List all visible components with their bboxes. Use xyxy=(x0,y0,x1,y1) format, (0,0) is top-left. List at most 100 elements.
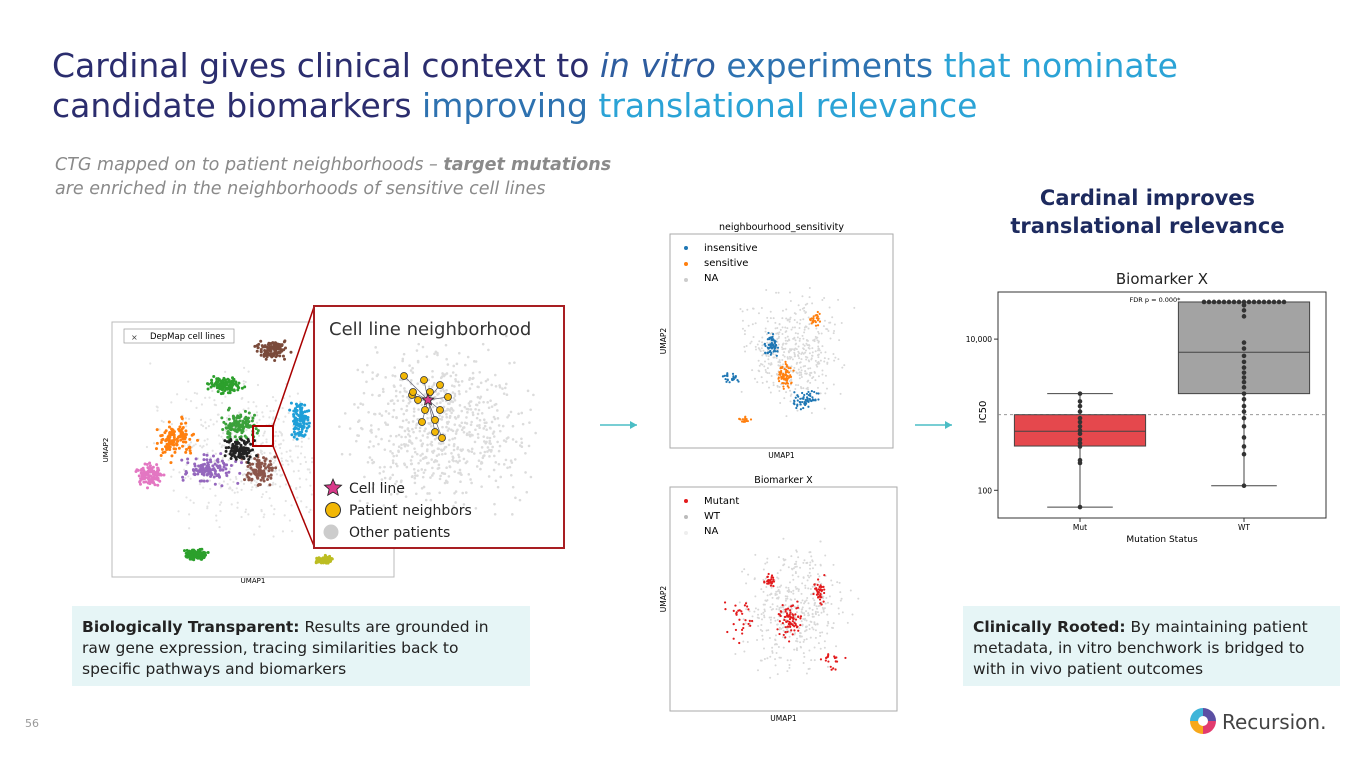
scatter-dot xyxy=(506,466,509,470)
scatter-dot xyxy=(793,351,796,354)
scatter-dot xyxy=(284,415,287,418)
scatter-dot xyxy=(247,458,251,462)
scatter-dot xyxy=(458,468,462,472)
scatter-dot xyxy=(220,484,224,488)
scatter-dot xyxy=(788,380,791,383)
scatter-dot xyxy=(510,461,514,464)
scatter-dot xyxy=(242,380,245,383)
scatter-dot xyxy=(233,435,237,439)
scatter-dot xyxy=(218,385,222,389)
scatter-dot xyxy=(759,350,762,353)
scatter-dot xyxy=(744,350,747,353)
left-callout: Biologically Transparent: Results are gr… xyxy=(72,606,530,686)
scatter-dot xyxy=(756,343,759,346)
scatter-dot xyxy=(805,672,808,675)
scatter-dot xyxy=(784,373,787,376)
scatter-dot xyxy=(819,658,823,661)
scatter-dot xyxy=(782,646,785,649)
scatter-dot xyxy=(739,418,742,421)
scatter-dot xyxy=(212,374,216,378)
scatter-cloud xyxy=(253,339,293,362)
scatter-dot xyxy=(356,406,360,409)
scatter-dot xyxy=(439,389,443,393)
scatter-dot xyxy=(448,465,452,469)
scatter-dot xyxy=(776,628,779,631)
scatter-dot xyxy=(823,297,826,300)
scatter-dot xyxy=(777,291,780,294)
scatter-dot xyxy=(185,448,189,452)
scatter-dot xyxy=(776,618,779,621)
scatter-dot xyxy=(776,384,779,387)
scatter-dot xyxy=(451,400,455,404)
scatter-dot xyxy=(782,608,785,611)
scatter-dot xyxy=(453,436,457,440)
scatter-dot xyxy=(235,383,239,387)
scatter-dot xyxy=(429,476,432,479)
scatter-dot xyxy=(775,590,778,593)
scatter-dot xyxy=(149,478,153,482)
scatter-dot xyxy=(381,387,385,391)
scatter-dot xyxy=(826,328,829,331)
scatter-dot xyxy=(452,459,455,463)
scatter-dot xyxy=(257,469,261,473)
scatter-dot xyxy=(136,468,140,472)
scatter-dot xyxy=(282,439,285,442)
scatter-dot xyxy=(478,371,482,374)
scatter-dot xyxy=(760,588,763,591)
scatter-dot xyxy=(247,468,250,471)
scatter-dot xyxy=(442,405,446,409)
scatter-dot xyxy=(163,431,167,435)
scatter-dot xyxy=(441,441,445,445)
scatter-dot xyxy=(205,458,209,462)
scatter-dot xyxy=(187,380,190,383)
scatter-dot xyxy=(831,584,834,587)
scatter-dot xyxy=(808,624,811,627)
scatter-dot xyxy=(767,343,770,346)
scatter-dot xyxy=(789,615,792,618)
scatter-dot xyxy=(732,637,735,640)
scatter-dot xyxy=(205,469,209,473)
scatter-dot xyxy=(746,605,749,608)
scatter-dot xyxy=(221,438,225,441)
scatter-dot xyxy=(428,431,431,435)
scatter-dot xyxy=(252,468,256,472)
scatter-dot xyxy=(240,515,243,519)
scatter-dot xyxy=(479,467,482,471)
scatter-dot xyxy=(477,408,481,412)
scatter-dot xyxy=(814,610,817,613)
scatter-dot xyxy=(255,431,259,435)
scatter-dot xyxy=(820,611,823,614)
scatter-dot xyxy=(759,628,762,631)
scatter-dot xyxy=(776,350,779,353)
scatter-dot xyxy=(808,347,811,350)
scatter-dot xyxy=(832,622,835,625)
plot-title: Biomarker X xyxy=(754,475,813,486)
scatter-dot xyxy=(788,581,791,584)
data-point xyxy=(1077,440,1083,446)
scatter-dot xyxy=(785,608,788,611)
scatter-dot xyxy=(269,410,272,413)
scatter-dot xyxy=(774,593,777,596)
scatter-dot xyxy=(413,476,417,480)
scatter-dot xyxy=(277,418,280,421)
scatter-dot xyxy=(800,635,803,638)
scatter-dot xyxy=(817,341,820,344)
scatter-dot xyxy=(816,607,819,610)
scatter-dot xyxy=(772,381,775,384)
scatter-dot xyxy=(497,449,501,453)
scatter-dot xyxy=(185,555,189,559)
scatter-dot xyxy=(799,318,802,321)
data-point xyxy=(1077,424,1083,429)
scatter-dot xyxy=(384,421,387,424)
scatter-dot xyxy=(258,525,261,528)
scatter-dot xyxy=(251,457,254,460)
scatter-dot xyxy=(389,493,393,496)
scatter-dot xyxy=(212,475,216,479)
scatter-dot xyxy=(185,463,188,466)
scatter-dot xyxy=(257,342,261,346)
scatter-dot xyxy=(796,409,799,412)
scatter-dot xyxy=(795,371,798,374)
data-point xyxy=(1077,419,1083,425)
scatter-dot xyxy=(426,443,429,447)
